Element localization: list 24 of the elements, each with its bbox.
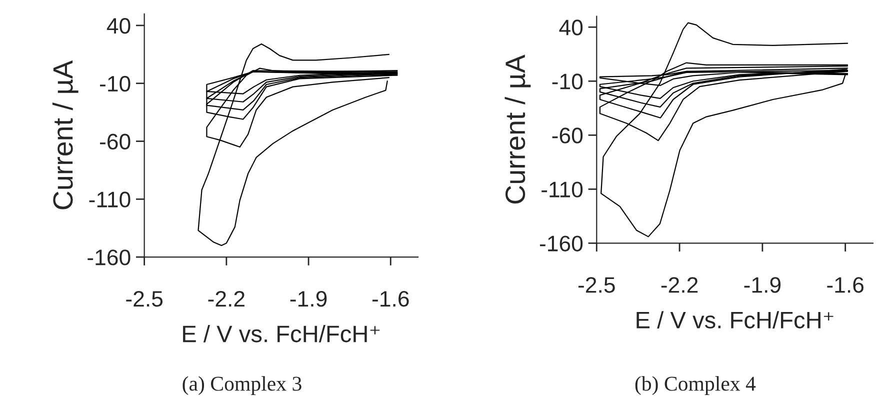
- x-axis-title: E / V vs. FcH/FcH⁺: [636, 311, 834, 328]
- y-tick-label: -10: [552, 74, 583, 90]
- x-tick-label: -2.2: [661, 277, 698, 293]
- x-tick-label: -1.6: [827, 277, 864, 293]
- x-tick-label: -2.5: [578, 277, 615, 293]
- x-tick-label: -1.9: [290, 290, 327, 307]
- text: (b) Complex 4: [635, 376, 756, 396]
- y-axis-title: Current / µA: [504, 54, 531, 204]
- y-tick-label: 40: [106, 18, 130, 34]
- y-tick-label: -110: [89, 192, 130, 208]
- x-axis-title: E / V vs. FcH/FcH⁺: [183, 324, 380, 342]
- y-tick-label: -110: [542, 182, 583, 198]
- y-tick-label: -60: [552, 128, 583, 144]
- y-tick-label: -160: [88, 250, 130, 266]
- x-tick-label: -2.5: [126, 290, 163, 307]
- x-tick-label: -1.6: [372, 290, 409, 307]
- y-tick-label: -10: [100, 76, 130, 92]
- y-axis-title: Current / µA: [52, 60, 78, 210]
- text: (a) Complex 3: [182, 376, 302, 396]
- y-tick-label: 40: [559, 20, 583, 36]
- y-tick-label: -160: [540, 236, 583, 252]
- y-tick-label: -60: [100, 134, 130, 150]
- x-tick-label: -1.9: [744, 277, 781, 293]
- x-tick-label: -2.2: [208, 290, 244, 306]
